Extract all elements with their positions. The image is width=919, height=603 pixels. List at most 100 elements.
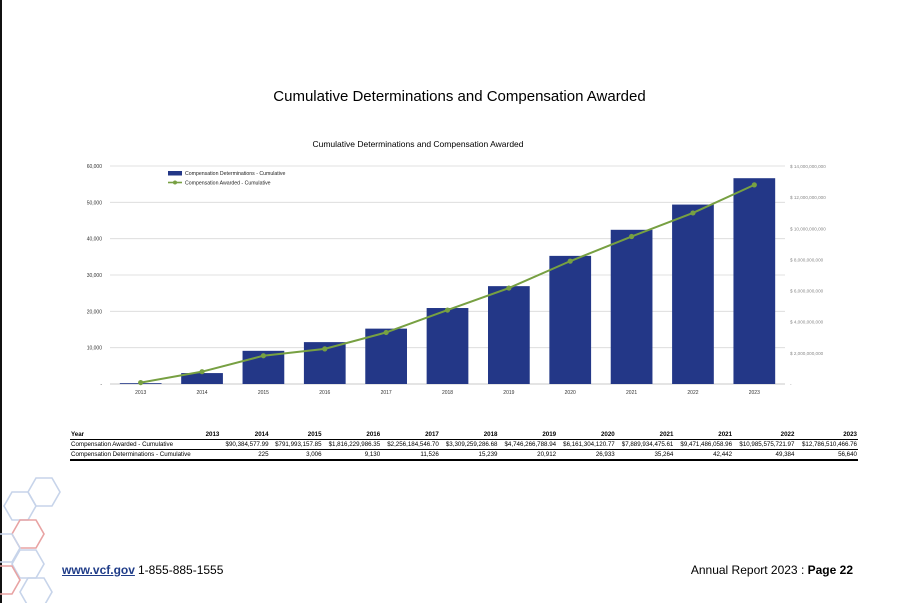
line-point [628, 233, 635, 240]
bar [488, 286, 530, 384]
table-cell: 49,384 [775, 451, 795, 458]
y-left-tick-label: 30,000 [87, 273, 103, 279]
table-header-year: 2017 [425, 431, 439, 438]
line-point [751, 182, 757, 188]
table-row: Compensation Determinations - Cumulative… [70, 450, 858, 461]
x-tick-label: 2014 [196, 390, 207, 396]
table-cell: $4,746,266,788.94 [504, 441, 557, 448]
y-right-tick-label: $ 4,000,000,000 [790, 320, 824, 325]
table-cell-empty [203, 440, 220, 450]
y-left-tick-label: 60,000 [87, 164, 103, 170]
y-right-tick-label: $ 8,000,000,000 [790, 257, 824, 262]
y-right-tick-label: $ 12,000,000,000 [790, 195, 826, 200]
table-cell-empty [203, 450, 220, 461]
table-cell: 42,442 [713, 451, 733, 458]
table-header-year-label: Year [71, 431, 85, 438]
y-left-tick-label: 20,000 [87, 309, 103, 315]
x-tick-label: 2020 [565, 390, 576, 396]
x-tick-label: 2013 [135, 390, 146, 396]
hexagon-decoration-icon [0, 477, 61, 603]
table-cell: 35,264 [654, 451, 674, 458]
table-row-label: Compensation Awarded - Cumulative [71, 441, 174, 448]
line-point [567, 258, 573, 264]
table-cell: 56,640 [838, 451, 857, 458]
table-cell: $2,256,184,546.70 [387, 441, 439, 448]
y-right-tick-label: - [790, 382, 792, 387]
bar [549, 255, 592, 384]
table-cell: $9,471,486,058.96 [680, 441, 733, 448]
line-point [690, 210, 696, 216]
table-cell: $90,384,577.99 [225, 441, 269, 448]
bar [672, 204, 714, 384]
table-header-year: 2022 [780, 431, 795, 438]
line-point [322, 346, 328, 352]
page-footer-right: Annual Report 2023 : Page 22 [691, 563, 853, 577]
bar [610, 229, 653, 384]
table-header-year: 2020 [600, 431, 615, 438]
x-tick-label: 2021 [626, 390, 637, 396]
x-tick-label: 2022 [687, 390, 698, 396]
y-right-tick-label: $ 14,000,000,000 [790, 164, 826, 169]
line-point [444, 307, 451, 313]
table-cell: $12,786,510,466.76 [801, 441, 857, 448]
table-cell: 9,130 [364, 451, 381, 458]
table-cell: $10,985,575,721.97 [739, 441, 795, 448]
table-cell: 20,912 [537, 451, 557, 458]
y-right-tick-label: $ 6,000,000,000 [790, 289, 824, 294]
line-point [199, 369, 205, 375]
report-label: Annual Report 2023 : [690, 563, 805, 577]
legend-swatch-point [173, 180, 177, 185]
bar [426, 308, 469, 384]
legend-swatch-bar [168, 171, 182, 176]
line-point [383, 329, 389, 336]
table-header-row: Year 2013 2014 2015 2016 2017 2018 2019 2020 202… [70, 430, 858, 440]
table-cell: 15,239 [478, 451, 498, 458]
table-cell: $7,889,934,475.61 [621, 441, 674, 448]
phone-number: 1-855-885-1555 [138, 563, 224, 577]
table-cell: 3,006 [306, 451, 322, 458]
table-cell: 26,933 [595, 451, 615, 458]
table-header-year: 2013 [205, 431, 220, 438]
data-table: Year 2013 2014 2015 2016 2017 2018 2019 2020 202… [70, 430, 858, 461]
bar [181, 373, 223, 384]
table-header-year: 2018 [483, 431, 498, 438]
table-cell: $3,309,259,286.68 [445, 441, 498, 448]
table-cell: $791,993,157.85 [275, 441, 322, 448]
table-header-year: 2023 [843, 431, 857, 438]
y-left-tick-label: 50,000 [87, 200, 103, 206]
x-tick-label: 2023 [749, 390, 760, 396]
x-tick-label: 2018 [442, 390, 453, 396]
y-left-tick-label: 10,000 [87, 346, 103, 352]
line-point [506, 285, 512, 291]
legend-entry: Compensation Awarded - Cumulative [185, 181, 271, 187]
table-header-year: 2014 [254, 431, 269, 438]
y-right-tick-label: $ 2,000,000,000 [790, 351, 824, 356]
x-tick-label: 2017 [381, 390, 392, 396]
table-header-year: 2016 [366, 431, 381, 438]
bar [365, 328, 407, 384]
y-right-tick-label: $ 10,000,000,000 [790, 226, 826, 231]
line-point [260, 353, 267, 359]
y-left-tick-label: 40,000 [87, 237, 103, 243]
x-tick-label: 2016 [319, 390, 330, 396]
bar [733, 178, 776, 384]
x-tick-label: 2015 [258, 390, 269, 396]
table-header-year: 2021 [718, 431, 733, 438]
line-point [138, 379, 144, 386]
table-row: Compensation Awarded - Cumulative $90,384… [70, 440, 858, 450]
y-left-tick-label: - [100, 382, 102, 388]
page-number: Page 22 [807, 563, 853, 577]
page-edge-rule [0, 0, 2, 603]
chart: Cumulative Determinations and Compensati… [87, 139, 827, 396]
page-title: Cumulative Determinations and Compensati… [273, 88, 646, 105]
table-header-year: 2019 [542, 431, 557, 438]
chart-title: Cumulative Determinations and Compensati… [312, 139, 523, 149]
x-tick-label: 2019 [503, 390, 514, 396]
website-link[interactable]: www.vcf.gov [62, 563, 135, 577]
table-cell: 225 [258, 451, 269, 458]
table-cell: $1,816,229,986.35 [328, 441, 381, 448]
table-cell: $6,161,304,120.77 [563, 441, 615, 448]
table-cell: 11,526 [420, 451, 439, 458]
table-header-year: 2021 [659, 431, 674, 438]
table-header-year: 2015 [307, 431, 322, 438]
